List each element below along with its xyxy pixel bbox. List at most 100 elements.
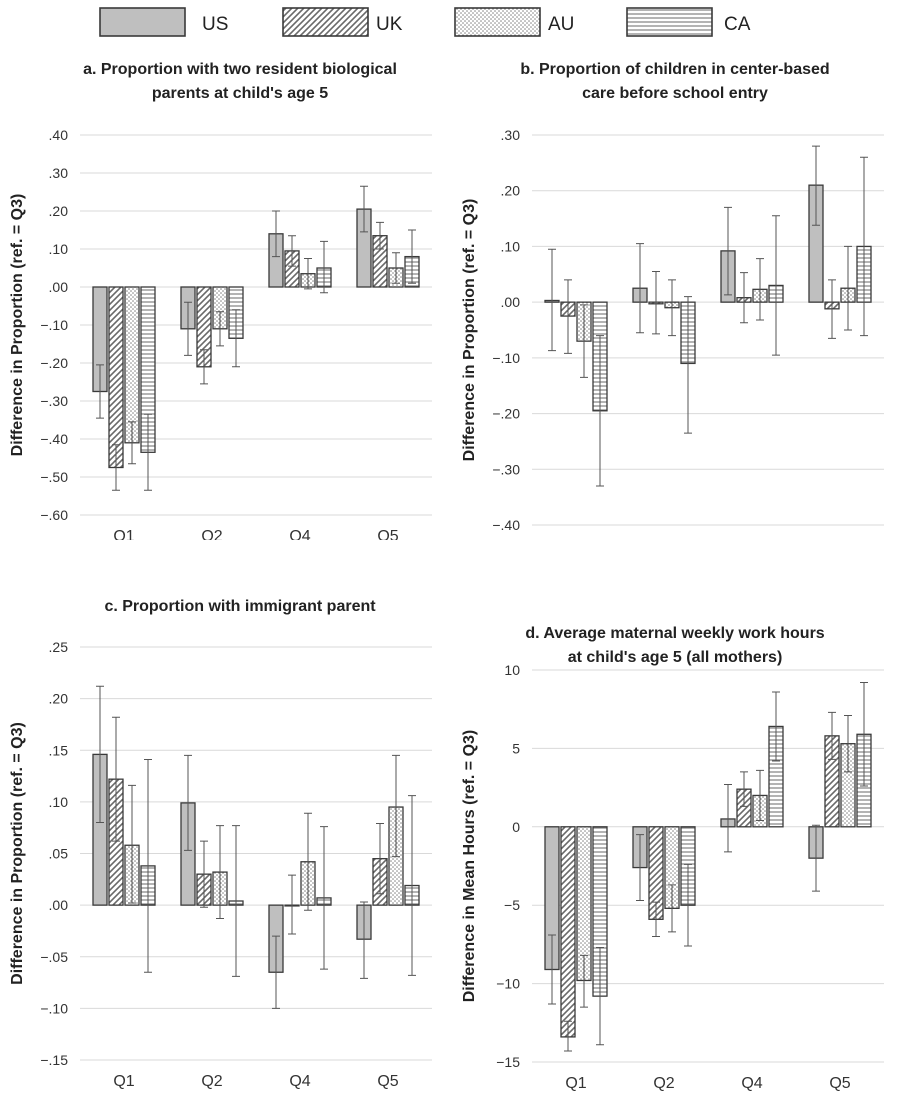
panel-b-errorbar-au-q4 [756, 258, 764, 321]
legend-label-au: AU [548, 14, 574, 35]
panel-c-errorbar-us-q4 [272, 935, 280, 1009]
panel-d-errorbar-ca-q2 [684, 863, 692, 947]
panel-a-bar-uk-q1 [108, 286, 124, 469]
panel-a-errorbar-uk-q4 [288, 235, 296, 267]
panel-d-errorbar-uk-q1 [564, 1020, 572, 1052]
panel-a-errorbar-ca-q4 [320, 240, 328, 294]
chart-legend: US UK AU CA [99, 7, 751, 37]
panel-c-errorbar-uk-q1 [112, 716, 120, 842]
panel-c-errorbar-uk-q4 [288, 874, 296, 935]
panel-c-errorbar-au-q4 [304, 812, 312, 911]
panel-d-xtick-q2: Q2 [653, 1075, 674, 1092]
panel-c-xtick-q2: Q2 [201, 1073, 222, 1090]
panel-c-errorbar-us-q2 [184, 754, 192, 851]
panel-d-title-line-2: at child's age 5 (all mothers) [567, 649, 783, 666]
panel-b-xtick-q2: Q2 [653, 538, 674, 540]
panel-a-errorbar-us-q2 [184, 301, 192, 356]
panel-a-ytick-label: .20 [49, 203, 69, 219]
panel-a-ytick-label: −.50 [40, 469, 68, 485]
panel-d-title: d. Average maternal weekly work hours at… [455, 622, 895, 670]
panel-a-ytick-label: .40 [49, 127, 69, 143]
panel-d-bar-uk-q1 [560, 826, 576, 1038]
panel-d-errorbar-uk-q5 [828, 711, 836, 760]
panel-b-errorbar-uk-q5 [828, 279, 836, 339]
panel-a-ytick-label: −.20 [40, 355, 68, 371]
panel-d-errorbar-uk-q4 [740, 771, 748, 807]
panel-a-errorbar-us-q5 [360, 185, 368, 233]
panel-a-errorbar-ca-q5 [408, 229, 416, 284]
panel-a-title-line-1: a. Proportion with two resident biologic… [83, 61, 397, 78]
panel-b-errorbar-us-q5 [812, 145, 820, 226]
panel-a-ytick-label: .30 [49, 165, 69, 181]
panel-c-chart: .25 .20 .15 .10 .05 .00 −.05 −.10 −.15 Difference… [9, 639, 432, 1090]
panel-a-errorbar-ca-q1 [144, 413, 152, 491]
panel-c-ylabel: Difference in Proportion (ref. = Q3) [9, 722, 26, 985]
panel-c-errorbar-ca-q5 [408, 795, 416, 976]
panel-b-ytick-label: −.20 [492, 406, 520, 422]
panel-a-ylabel: Difference in Proportion (ref. = Q3) [9, 194, 26, 457]
legend-swatch-au [454, 7, 541, 37]
panel-c-xtick-q5: Q5 [377, 1073, 398, 1090]
panel-b-ylabel: Difference in Proportion (ref. = Q3) [461, 199, 478, 462]
panel-a-ytick-label: −.30 [40, 393, 68, 409]
panel-d-errorbar-uk-q2 [652, 901, 660, 938]
panel-b-ytick-label: .10 [501, 238, 521, 254]
panel-a-title: a. Proportion with two resident biologic… [20, 58, 460, 106]
panel-b-errorbar-ca-q2 [684, 296, 692, 434]
panel-d-errorbar-us-q5 [812, 824, 820, 892]
legend-label-us: US [202, 14, 228, 35]
panel-b-ytick-label: .00 [501, 294, 521, 310]
panel-a-ytick-label: −.10 [40, 317, 68, 333]
panel-d-errorbar-au-q5 [844, 714, 852, 773]
panel-b-ytick-label: −.10 [492, 350, 520, 366]
panel-d-errorbar-ca-q4 [772, 691, 780, 762]
panel-c-ytick-label: .00 [49, 897, 69, 913]
panel-a-errorbar-au-q5 [392, 252, 400, 284]
panel-b-ytick-label: .20 [501, 183, 521, 199]
legend-label-uk: UK [376, 14, 403, 35]
panel-a-xtick-q5: Q5 [377, 528, 398, 540]
panel-d-ytick-label: 0 [512, 819, 520, 835]
panel-b-title-line-1: b. Proportion of children in center-base… [520, 61, 830, 78]
panel-a-errorbar-au-q4 [304, 258, 312, 290]
panel-b-errorbar-ca-q4 [772, 215, 780, 356]
panel-b-errorbar-uk-q1 [564, 279, 572, 354]
panel-b-ytick-label: −.40 [492, 517, 520, 533]
panel-b-errorbar-us-q2 [636, 243, 644, 334]
panel-b-errorbar-au-q2 [668, 279, 676, 337]
panel-c-xtick-q1: Q1 [113, 1073, 134, 1090]
panel-b-ytick-label: .30 [501, 127, 521, 143]
panel-a-ytick-label: .10 [49, 241, 69, 257]
panel-d-errorbar-ca-q1 [596, 947, 604, 1046]
panel-c-errorbar-ca-q2 [232, 825, 240, 977]
panel-b-chart: .30 .20 .10 .00 −.10 −.20 −.30 −.40 Difference i… [461, 127, 884, 540]
panel-d-errorbar-au-q1 [580, 954, 588, 1008]
panel-a-errorbar-us-q1 [96, 364, 104, 419]
panel-c-title-line-1: c. Proportion with immigrant parent [104, 598, 376, 615]
panel-b-xtick-q5: Q5 [829, 538, 850, 540]
panel-c-ytick-label: .10 [49, 794, 69, 810]
panel-b-errorbar-ca-q5 [860, 156, 868, 337]
panel-b-title-line-2: care before school entry [582, 85, 768, 102]
panel-c-ytick-label: .20 [49, 691, 69, 707]
panel-d-xtick-q5: Q5 [829, 1075, 850, 1092]
panel-c-errorbar-au-q1 [128, 784, 136, 904]
panel-c-errorbar-ca-q1 [144, 759, 152, 973]
legend-label-ca: CA [724, 14, 751, 35]
panel-c-errorbar-uk-q2 [200, 840, 208, 908]
panel-b-ytick-label: −.30 [492, 461, 520, 477]
panel-d-errorbar-us-q1 [548, 934, 556, 1005]
panel-a-errorbar-us-q4 [272, 210, 280, 258]
panel-c-errorbar-uk-q5 [376, 823, 384, 895]
panel-a-xtick-q4: Q4 [289, 528, 310, 540]
panel-d-errorbar-us-q4 [724, 783, 732, 853]
panel-d-ytick-label: −10 [496, 976, 520, 992]
panel-b-title: b. Proportion of children in center-base… [455, 58, 895, 106]
panel-c-errorbar-ca-q4 [320, 826, 328, 970]
panel-a-ytick-label: .00 [49, 279, 69, 295]
legend-swatch-ca [626, 7, 713, 37]
legend-swatch-uk [282, 7, 369, 37]
panel-b-xtick-q1: Q1 [565, 538, 586, 540]
panel-b-errorbar-au-q1 [580, 304, 588, 378]
panel-b-errorbar-uk-q2 [652, 271, 660, 335]
